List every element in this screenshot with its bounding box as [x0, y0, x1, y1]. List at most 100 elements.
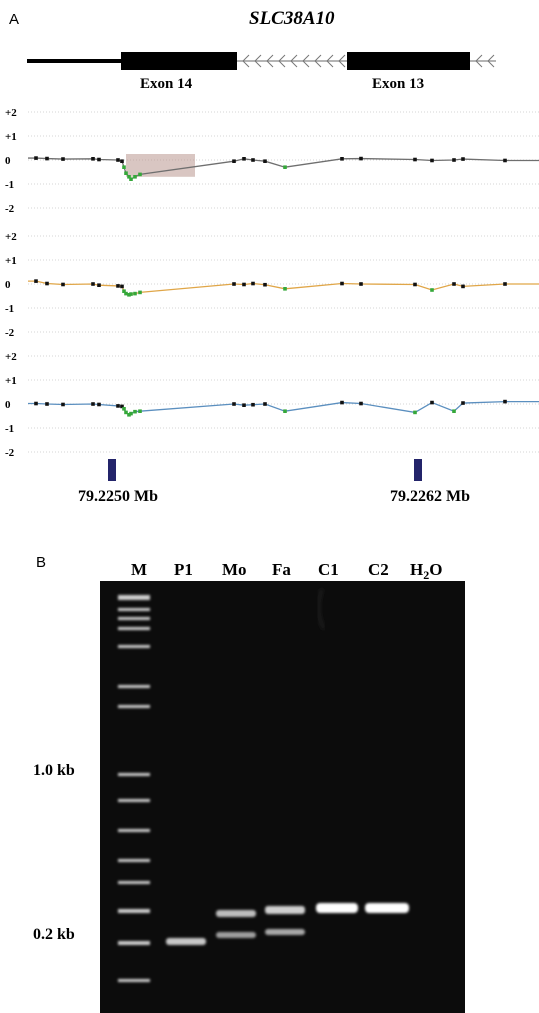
- data-point-low: [129, 292, 133, 296]
- marker-79-2262-label: 79.2262 Mb: [390, 488, 470, 504]
- ladder-band: [118, 799, 150, 802]
- ladder-band: [118, 595, 150, 600]
- gel-image: [100, 581, 465, 1013]
- ladder-band: [118, 608, 150, 611]
- data-point-low: [283, 287, 287, 291]
- ladder-band: [118, 627, 150, 630]
- data-point: [116, 158, 120, 162]
- ladder-band: [118, 909, 150, 913]
- data-point-low: [138, 172, 142, 177]
- data-point-low: [138, 290, 142, 295]
- data-point-low: [413, 410, 417, 415]
- data-point: [430, 158, 434, 163]
- y-tick-label: +2: [5, 107, 17, 119]
- panel-a-letter: A: [9, 11, 20, 28]
- gene-title: SLC38A10: [249, 8, 335, 29]
- highlight-region: [126, 154, 195, 177]
- y-tick-label: -1: [5, 303, 14, 315]
- data-point: [61, 282, 65, 287]
- data-point: [503, 158, 507, 163]
- data-point-low: [124, 291, 128, 296]
- marker-79-2250-bar: [108, 459, 116, 481]
- marker-row: 79.2250 Mb 79.2262 Mb: [78, 459, 470, 504]
- data-point-low: [452, 409, 456, 413]
- data-point-low: [127, 293, 131, 297]
- data-point-low: [129, 411, 133, 416]
- data-point-low: [127, 175, 131, 179]
- data-point-low: [127, 413, 131, 417]
- lane-label-h2o: H2O: [410, 560, 442, 580]
- data-point: [97, 402, 101, 407]
- data-point: [61, 157, 65, 161]
- y-tick-label: +1: [5, 131, 17, 143]
- data-point: [413, 282, 417, 287]
- data-point: [452, 158, 456, 162]
- y-tick-label: -2: [5, 447, 15, 459]
- data-point-low: [122, 165, 126, 169]
- y-tick-label: 0: [5, 155, 11, 167]
- y-tick-label: 0: [5, 279, 11, 291]
- data-point-low: [283, 165, 287, 169]
- ladder-band: [118, 705, 150, 708]
- band-mo-lower: [216, 932, 256, 938]
- data-point-low: [430, 288, 434, 292]
- data-point-low: [124, 410, 128, 415]
- band-c2: [365, 903, 409, 913]
- size-label-1kb: 1.0 kb: [33, 762, 75, 779]
- data-point: [503, 399, 507, 404]
- gel-lane-labels: M P1 Mo Fa C1 C2 H2O: [131, 560, 442, 580]
- lane-label-p1: P1: [174, 560, 193, 579]
- data-point: [34, 279, 38, 283]
- data-point: [263, 402, 267, 406]
- lane-label-mo: Mo: [222, 560, 247, 579]
- data-point: [116, 284, 120, 288]
- data-point: [251, 158, 255, 162]
- data-point: [45, 402, 49, 406]
- exon-13-label: Exon 13: [372, 76, 424, 92]
- data-point: [263, 159, 267, 163]
- lane-label-m: M: [131, 560, 147, 579]
- band-fa-upper: [265, 906, 305, 914]
- ladder-band: [118, 941, 150, 945]
- sample-bands: [166, 903, 409, 945]
- lane-label-c2: C2: [368, 560, 389, 579]
- intron-arrows-mid: [242, 54, 346, 68]
- data-point-low: [124, 171, 128, 175]
- y-tick-label: +1: [5, 255, 17, 267]
- data-point: [503, 282, 507, 286]
- ladder-band: [118, 979, 150, 982]
- data-point: [359, 282, 363, 286]
- data-point: [34, 401, 38, 406]
- data-point: [120, 404, 124, 409]
- gene-structure-diagram: Exon 14 Exon 13: [27, 52, 496, 92]
- exon-13-box: [347, 52, 470, 70]
- band-fa-lower: [265, 929, 305, 935]
- data-point: [251, 402, 255, 407]
- y-tick-label: -2: [5, 327, 15, 339]
- ladder-bands: [118, 595, 150, 982]
- ladder-band: [118, 859, 150, 862]
- exon-14-box: [121, 52, 237, 70]
- data-point: [242, 282, 246, 287]
- intron-arrows-right: [475, 54, 495, 68]
- data-point: [61, 402, 65, 407]
- data-point: [430, 400, 434, 405]
- methylation-tracks-plot: +2 +1 0 -1 -2 +2 +1 0 -1 -2 +2 +1 0 -1 -2: [5, 107, 539, 459]
- marker-79-2262-bar: [414, 459, 422, 481]
- ladder-band: [118, 645, 150, 648]
- data-point: [120, 159, 124, 163]
- data-point: [461, 157, 465, 161]
- data-point: [232, 159, 236, 163]
- data-point: [97, 157, 101, 162]
- y-tick-label: +1: [5, 375, 17, 387]
- panel-b-letter: B: [36, 554, 47, 571]
- size-label-02kb: 0.2 kb: [33, 926, 75, 943]
- y-tick-label: -1: [5, 423, 14, 435]
- data-point-low: [283, 409, 287, 413]
- data-point: [359, 401, 363, 406]
- data-point: [251, 281, 255, 286]
- gel-artifact-streak: [317, 588, 325, 630]
- data-point: [242, 157, 246, 161]
- lane-label-c1: C1: [318, 560, 339, 579]
- data-point-low: [122, 407, 126, 411]
